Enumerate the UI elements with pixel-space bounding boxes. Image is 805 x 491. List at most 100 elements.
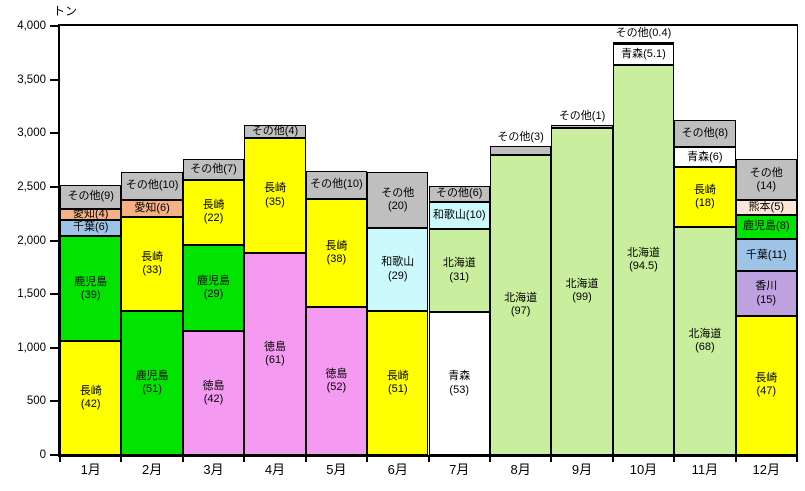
- segment-5月-徳島: 徳島 (52): [305, 307, 368, 455]
- x-axis-label-10月: 10月: [629, 462, 658, 477]
- y-axis-label-500: 500: [26, 395, 46, 408]
- segment-1月-千葉: 千葉(6): [60, 219, 122, 237]
- segment-label-outside-8月-その他: その他(3): [497, 131, 544, 144]
- x-axis-tick: [611, 457, 614, 462]
- segment-label: 青森: [448, 370, 471, 383]
- segment-5月-その他: その他(10): [305, 170, 368, 200]
- x-axis-tick: [734, 457, 737, 462]
- segment-12月-千葉: 千葉(11): [735, 238, 797, 272]
- y-axis-tick: [50, 185, 58, 188]
- segment-label: (15): [756, 293, 777, 306]
- y-axis-label-1500: 1,500: [17, 288, 46, 301]
- segment-12月-鹿児島: 鹿児島(8): [735, 215, 797, 239]
- x-axis-tick: [120, 457, 123, 462]
- segment-1月-愛知: 愛知(4): [60, 207, 122, 220]
- segment-label: その他(9): [67, 190, 114, 203]
- x-axis-label-8月: 8月: [510, 462, 531, 477]
- x-axis-label-12月: 12月: [752, 462, 781, 477]
- segment-label: 長崎: [263, 182, 286, 195]
- x-axis-label-1月: 1月: [80, 462, 101, 477]
- segment-6月-その他: その他 (20): [367, 171, 429, 229]
- segment-4月-徳島: 徳島 (61): [244, 253, 306, 455]
- segment-label: (47): [756, 385, 777, 398]
- segment-6月-和歌山: 和歌山 (29): [367, 228, 429, 311]
- segment-label-outside-9月-その他: その他(1): [558, 109, 606, 122]
- segment-2月-愛知: 愛知(6): [121, 200, 183, 218]
- segment-label: (42): [203, 392, 224, 405]
- segment-label: 香川: [755, 280, 778, 293]
- segment-label-outside-10月-その他: その他(0.4): [615, 27, 672, 40]
- segment-4月-長崎: 長崎 (35): [244, 137, 306, 254]
- x-axis-tick: [673, 457, 676, 462]
- segment-label: (20): [388, 200, 408, 213]
- segment-label: (35): [265, 195, 285, 208]
- segment-label: (51): [142, 382, 162, 395]
- segment-2月-長崎: 長崎 (33): [121, 217, 183, 311]
- segment-2月-鹿児島: 鹿児島 (51): [121, 310, 183, 455]
- segment-10月-青森: 青森(5.1): [612, 43, 675, 65]
- segment-label: その他(6): [435, 187, 483, 200]
- x-axis-label-11月: 11月: [691, 462, 719, 477]
- segment-label: (29): [388, 269, 408, 282]
- segment-2月-その他: その他(10): [121, 171, 183, 201]
- segment-8月-北海道: 北海道 (97): [489, 155, 552, 455]
- segment-label: (99): [572, 291, 592, 304]
- segment-1月-鹿児島: 鹿児島 (39): [60, 236, 122, 342]
- x-axis-label-5月: 5月: [326, 462, 347, 477]
- segment-label: 鹿児島: [135, 369, 169, 382]
- segment-label: 鹿児島(8): [743, 220, 790, 233]
- segment-label: (51): [388, 382, 408, 395]
- y-axis-label-4000: 4,000: [17, 20, 46, 32]
- segment-7月-和歌山: 和歌山(10): [428, 201, 490, 229]
- x-axis-tick: [366, 457, 369, 462]
- segment-label: (97): [510, 305, 531, 318]
- segment-label: その他: [381, 186, 415, 199]
- x-axis-label-2月: 2月: [141, 462, 163, 477]
- segment-label: その他(7): [190, 162, 237, 175]
- segment-label: (61): [265, 354, 285, 367]
- segment-7月-青森: 青森 (53): [428, 312, 490, 455]
- y-axis-tick: [50, 454, 58, 456]
- segment-label: 青森(5.1): [621, 47, 666, 60]
- segment-label: (38): [326, 253, 347, 266]
- segment-label: (33): [142, 263, 162, 276]
- segment-label: 北海道: [626, 246, 660, 259]
- x-axis-tick: [427, 457, 430, 462]
- segment-12月-香川: 香川 (15): [735, 271, 797, 316]
- segment-12月-その他: その他 (14): [735, 158, 797, 201]
- segment-label: (39): [80, 288, 101, 301]
- segment-label: 北海道: [504, 291, 538, 304]
- segment-label: (68): [695, 341, 715, 354]
- y-axis-tick: [50, 400, 58, 403]
- segment-label: (18): [695, 197, 715, 210]
- x-axis-label-6月: 6月: [387, 462, 408, 477]
- x-axis-tick: [304, 457, 307, 462]
- x-axis-tick: [59, 457, 61, 462]
- segment-label: (42): [80, 398, 101, 411]
- segment-5月-長崎: 長崎 (38): [305, 199, 368, 308]
- segment-label: その他(8): [681, 127, 729, 140]
- segment-label: 北海道: [688, 328, 722, 341]
- segment-label: 長崎: [693, 184, 716, 197]
- segment-label: (22): [203, 212, 224, 225]
- segment-11月-その他: その他(8): [674, 120, 736, 148]
- x-axis-label-9月: 9月: [571, 462, 593, 477]
- segment-10月-北海道: 北海道 (94.5): [612, 64, 675, 455]
- segment-label: 北海道: [565, 278, 599, 291]
- x-axis-label-4月: 4月: [264, 462, 286, 477]
- y-axis-tick: [50, 132, 58, 135]
- segment-7月-北海道: 北海道 (31): [428, 228, 490, 313]
- segment-label: (29): [203, 287, 224, 300]
- segment-label: 長崎: [202, 199, 225, 212]
- x-axis-tick: [243, 457, 246, 462]
- segment-label: 愛知(4): [72, 207, 109, 220]
- y-axis-label-1000: 1,000: [17, 341, 46, 354]
- segment-10月-その他: [612, 42, 675, 45]
- segment-label: 和歌山(10): [432, 208, 486, 221]
- segment-label: その他(4): [251, 124, 299, 137]
- y-axis-label-3500: 3,500: [17, 73, 46, 86]
- segment-label: (53): [449, 383, 469, 396]
- segment-label: 青森(6): [687, 150, 723, 163]
- x-axis-label-7月: 7月: [449, 462, 470, 477]
